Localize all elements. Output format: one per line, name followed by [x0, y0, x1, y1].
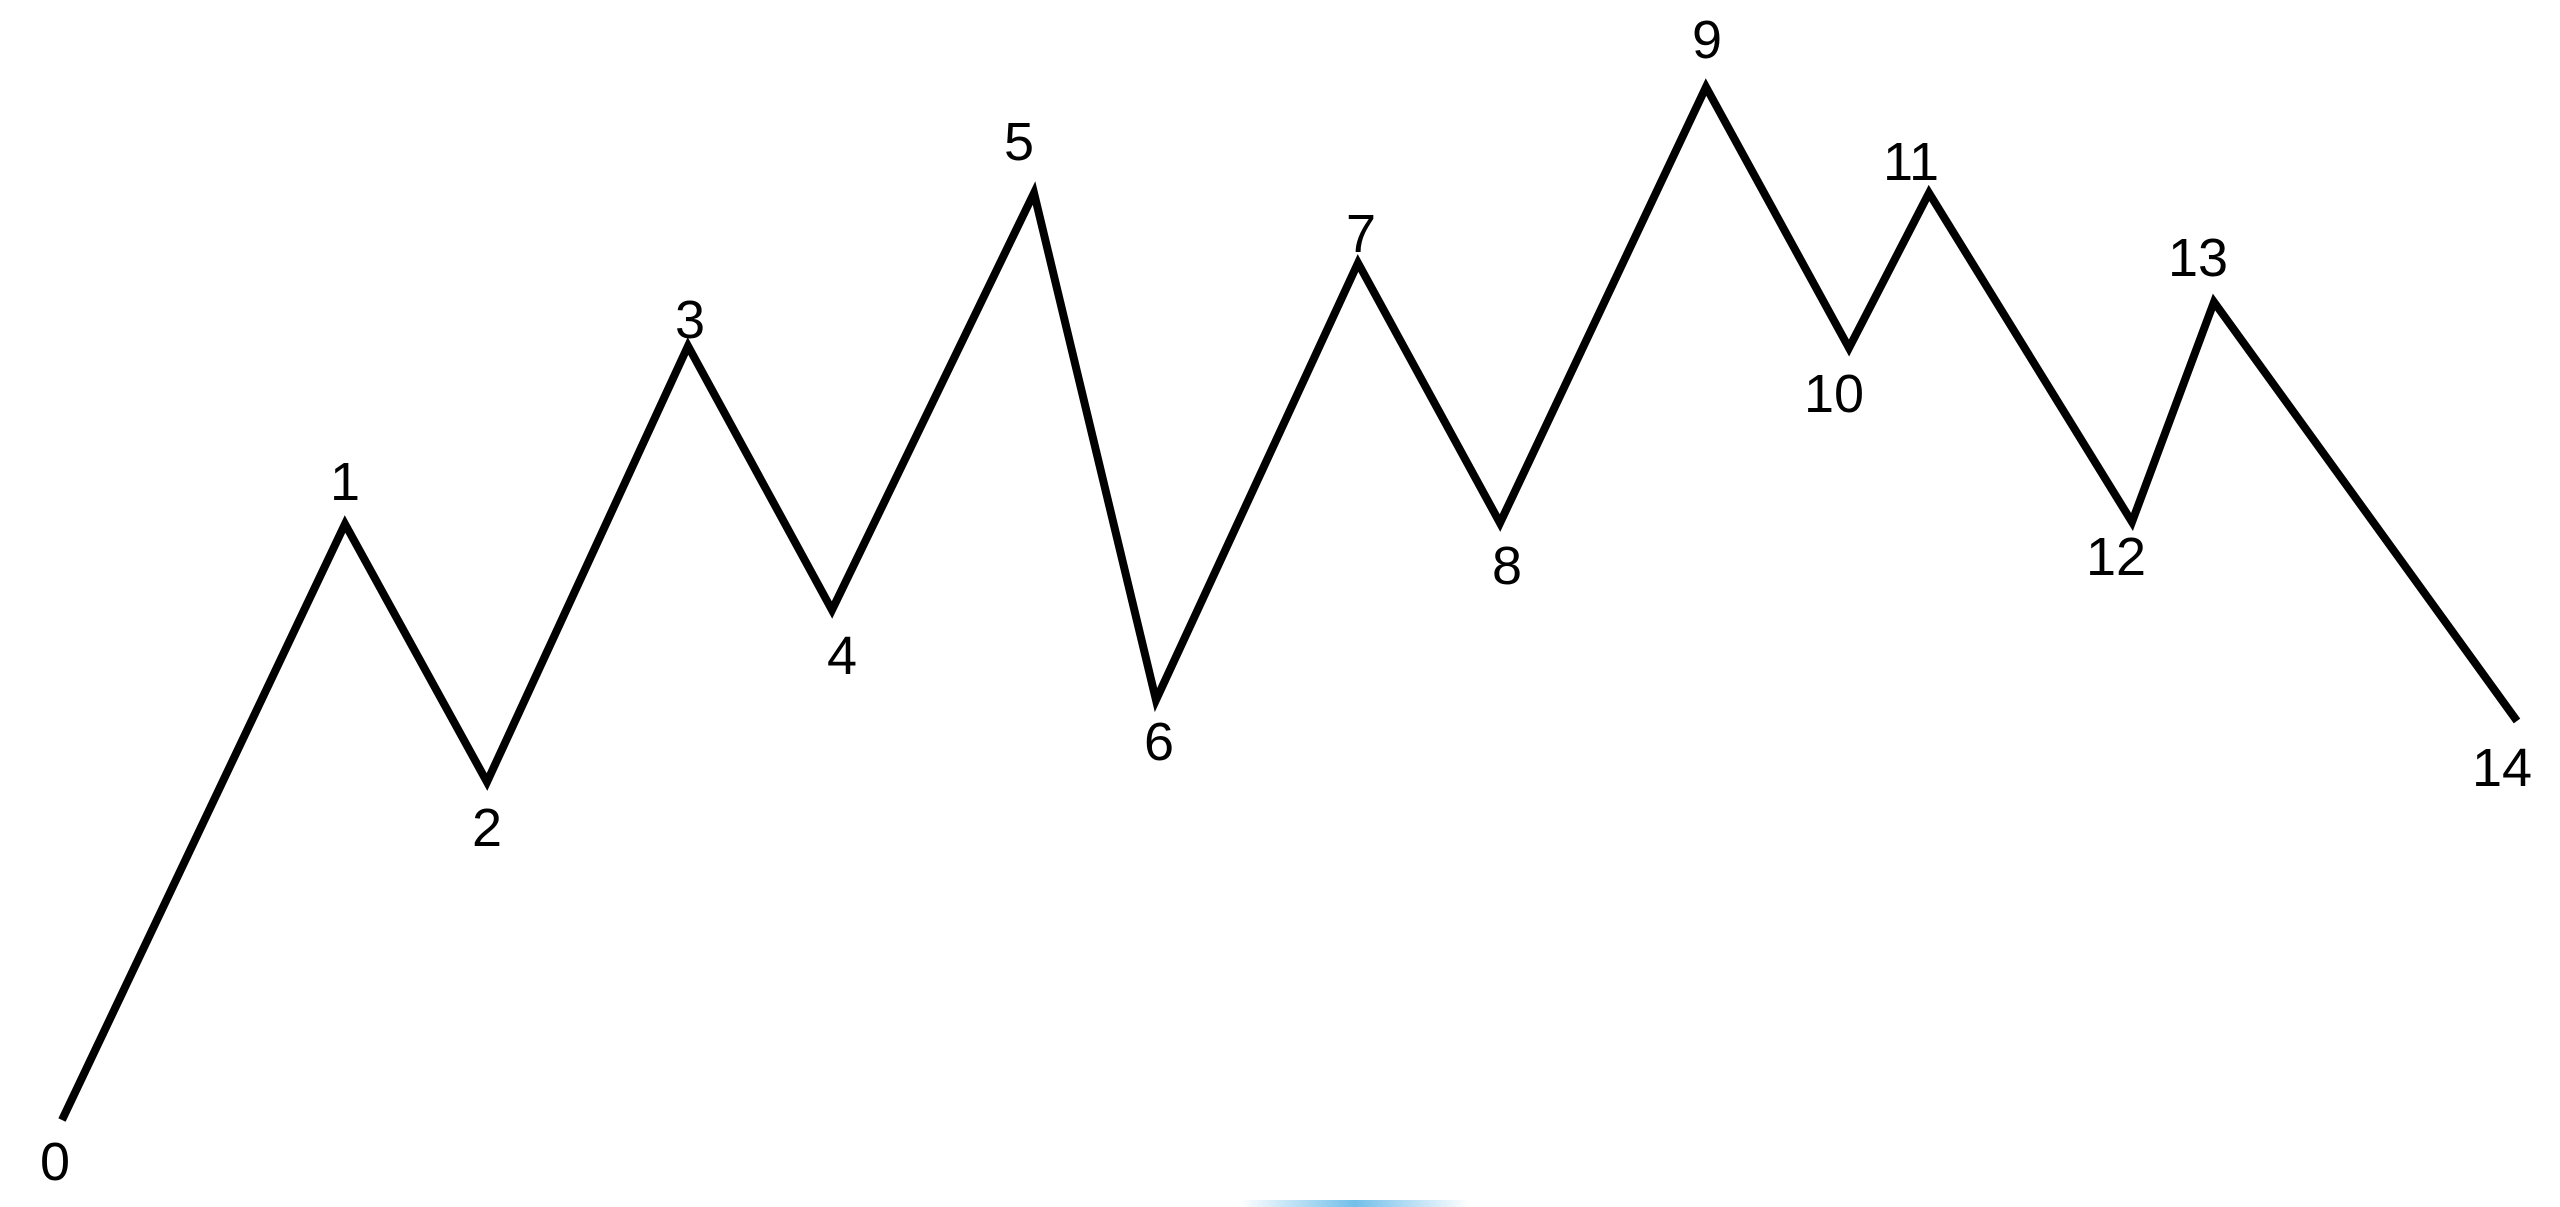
wave-point-labels: 0 1 2 3 4 5 6 7 8 9 10 11 12 13 14: [40, 10, 2532, 1192]
wave-label-13: 13: [2168, 228, 2228, 288]
wave-label-6: 6: [1144, 712, 1174, 772]
wave-label-9: 9: [1692, 10, 1722, 70]
wave-label-5: 5: [1004, 112, 1034, 172]
wave-label-4: 4: [827, 626, 857, 686]
zigzag-wave-line: [58, 78, 2521, 1122]
wave-label-1: 1: [330, 452, 360, 512]
wave-label-7: 7: [1346, 204, 1376, 264]
wave-label-8: 8: [1492, 536, 1522, 596]
bottom-glow-decoration: [1240, 1200, 1470, 1207]
wave-label-11: 11: [1883, 132, 1939, 192]
wave-label-0: 0: [40, 1132, 70, 1192]
wave-label-14: 14: [2472, 738, 2532, 798]
wave-label-10: 10: [1804, 364, 1864, 424]
wave-label-3: 3: [675, 290, 705, 350]
wave-label-2: 2: [472, 798, 502, 858]
wave-label-12: 12: [2086, 527, 2146, 587]
